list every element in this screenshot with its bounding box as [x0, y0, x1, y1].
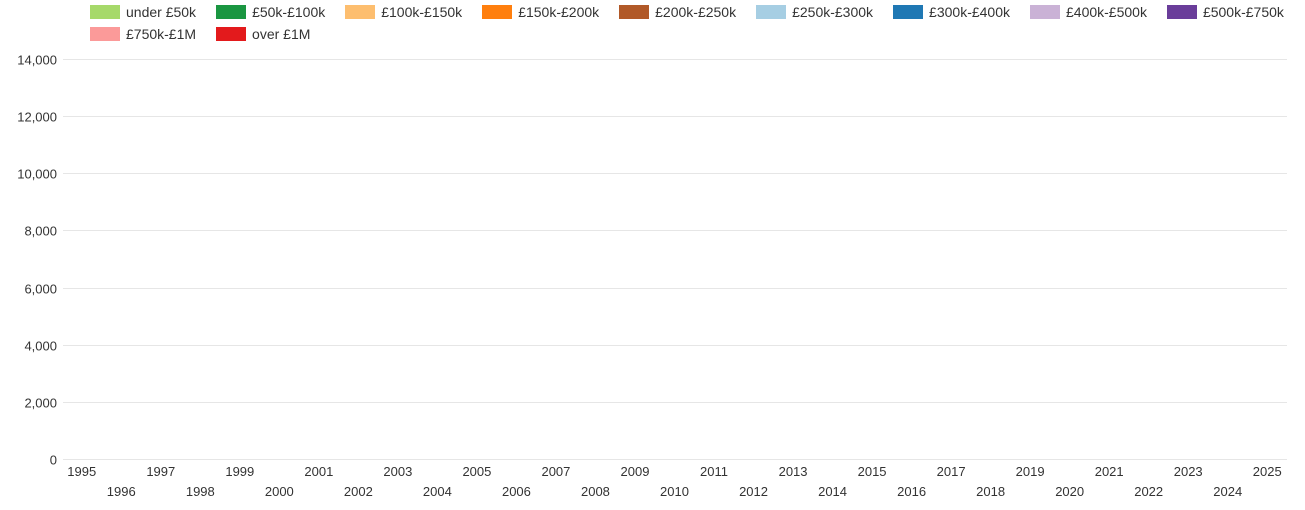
- legend-item-200_250k: £200k-£250k: [619, 4, 736, 20]
- legend-item-150_200k: £150k-£200k: [482, 4, 599, 20]
- legend-item-400_500k: £400k-£500k: [1030, 4, 1147, 20]
- x-tick-label: 2022: [1134, 484, 1163, 499]
- legend-label: £300k-£400k: [929, 4, 1010, 20]
- x-tick-label: 2016: [897, 484, 926, 499]
- x-tick-label: 2011: [700, 464, 728, 479]
- legend-item-100_150k: £100k-£150k: [345, 4, 462, 20]
- legend-label: £250k-£300k: [792, 4, 873, 20]
- x-tick-label: 2017: [937, 464, 966, 479]
- x-tick-label: 2013: [779, 464, 808, 479]
- stacked-bar-chart: under £50k £50k-£100k £100k-£150k £150k-£20…: [0, 0, 1305, 510]
- y-tick-label: 12,000: [9, 110, 63, 125]
- x-tick-label: 1996: [107, 484, 136, 499]
- y-tick-label: 0: [9, 453, 63, 468]
- x-tick-label: 1997: [146, 464, 175, 479]
- legend-item-500_750k: £500k-£750k: [1167, 4, 1284, 20]
- legend-swatch: [1030, 5, 1060, 19]
- legend-swatch: [482, 5, 512, 19]
- legend-label: £200k-£250k: [655, 4, 736, 20]
- legend-swatch: [1167, 5, 1197, 19]
- x-axis: 1995 1996 1997 1998 1999 2000 2001 2002 2003 2004…: [62, 460, 1287, 510]
- x-tick-label: 2005: [462, 464, 491, 479]
- x-tick-label: 1999: [225, 464, 254, 479]
- legend-swatch: [216, 27, 246, 41]
- legend-swatch: [90, 27, 120, 41]
- legend-label: £750k-£1M: [126, 26, 196, 42]
- legend-item-750k_1M: £750k-£1M: [90, 26, 196, 42]
- legend-swatch: [619, 5, 649, 19]
- legend-item-under_50k: under £50k: [90, 4, 196, 20]
- legend-label: under £50k: [126, 4, 196, 20]
- bars-container: [63, 60, 1287, 460]
- x-tick-label: 2018: [976, 484, 1005, 499]
- x-tick-label: 2014: [818, 484, 847, 499]
- x-tick-label: 2019: [1016, 464, 1045, 479]
- legend-label: £400k-£500k: [1066, 4, 1147, 20]
- legend-label: £100k-£150k: [381, 4, 462, 20]
- x-tick-label: 2012: [739, 484, 768, 499]
- y-tick-label: 4,000: [9, 338, 63, 353]
- legend-label: £50k-£100k: [252, 4, 325, 20]
- x-tick-label: 2021: [1095, 464, 1124, 479]
- legend: under £50k £50k-£100k £100k-£150k £150k-£20…: [90, 4, 1285, 42]
- legend-swatch: [345, 5, 375, 19]
- legend-swatch: [216, 5, 246, 19]
- x-tick-label: 2009: [621, 464, 650, 479]
- x-tick-label: 2010: [660, 484, 689, 499]
- x-tick-label: 2004: [423, 484, 452, 499]
- y-tick-label: 2,000: [9, 395, 63, 410]
- x-tick-label: 2015: [858, 464, 887, 479]
- legend-item-250_300k: £250k-£300k: [756, 4, 873, 20]
- y-tick-label: 8,000: [9, 224, 63, 239]
- legend-label: £150k-£200k: [518, 4, 599, 20]
- y-tick-label: 14,000: [9, 53, 63, 68]
- y-tick-label: 10,000: [9, 167, 63, 182]
- legend-swatch: [893, 5, 923, 19]
- legend-label: over £1M: [252, 26, 310, 42]
- legend-item-over_1M: over £1M: [216, 26, 310, 42]
- x-tick-label: 2024: [1213, 484, 1242, 499]
- x-tick-label: 1995: [67, 464, 96, 479]
- legend-item-300_400k: £300k-£400k: [893, 4, 1010, 20]
- x-tick-label: 2000: [265, 484, 294, 499]
- legend-label: £500k-£750k: [1203, 4, 1284, 20]
- x-tick-label: 2003: [383, 464, 412, 479]
- legend-swatch: [90, 5, 120, 19]
- x-tick-label: 2006: [502, 484, 531, 499]
- x-tick-label: 2007: [541, 464, 570, 479]
- x-tick-label: 2008: [581, 484, 610, 499]
- y-tick-label: 6,000: [9, 281, 63, 296]
- x-tick-label: 1998: [186, 484, 215, 499]
- legend-item-50_100k: £50k-£100k: [216, 4, 325, 20]
- x-tick-label: 2023: [1174, 464, 1203, 479]
- x-tick-label: 2020: [1055, 484, 1084, 499]
- x-tick-label: 2025: [1253, 464, 1282, 479]
- x-tick-label: 2002: [344, 484, 373, 499]
- plot-area: 02,0004,0006,0008,00010,00012,00014,000: [62, 60, 1287, 460]
- legend-swatch: [756, 5, 786, 19]
- x-tick-label: 2001: [304, 464, 333, 479]
